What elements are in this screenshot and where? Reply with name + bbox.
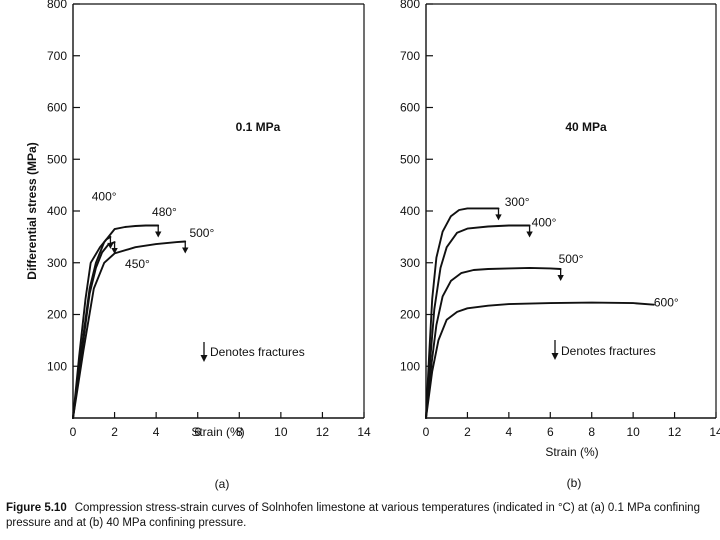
panel-b-curve-label-1: 400° — [532, 216, 557, 230]
panel-a-ytick-label: 300 — [47, 256, 67, 270]
figure-caption: Figure 5.10 Compression stress-strain cur… — [6, 501, 718, 531]
panel-a-ytick-label: 400 — [47, 204, 67, 218]
panel-a-xtick-label: 2 — [111, 425, 118, 439]
panel-b-xtick-label: 4 — [506, 425, 513, 439]
panel-b: 100 200 300 400 500 600 700 800 0 2 4 6 8 10 12 14 300°… — [400, 0, 720, 490]
panel-a-title: 0.1 MPa — [236, 120, 281, 134]
panel-a-fracture-arrow-head-3 — [182, 247, 189, 254]
panel-a-curve-3 — [72, 240, 187, 419]
panel-a-curves — [72, 224, 189, 419]
panel-a-curve-label-0: 400° — [92, 190, 117, 204]
panel-a-xtick-label: 4 — [153, 425, 160, 439]
panel-a-curve-label-3: 450° — [125, 257, 150, 271]
panel-a-fracture-arrow-head-2 — [111, 248, 118, 255]
fracture-arrow-head-icon — [200, 355, 208, 362]
panel-b-xtick-label: 14 — [709, 425, 720, 439]
panel-b-title: 40 MPa — [565, 120, 607, 134]
panel-b-xtick-label: 10 — [626, 425, 640, 439]
fracture-arrow-head-icon — [551, 353, 559, 360]
panel-b-curve-1 — [425, 224, 531, 419]
panel-b-ytick-label: 500 — [400, 152, 420, 166]
panel-a-ytick-label: 700 — [47, 49, 67, 63]
panel-b-xtick-label: 8 — [588, 425, 595, 439]
panel-b-curve-label-3: 600° — [654, 296, 679, 310]
panel-a-xtick-label: 0 — [70, 425, 77, 439]
panel-a-ticks: 100 200 300 400 500 600 700 800 0 2 4 6 8 10 12 14 — [47, 0, 371, 439]
panel-b-xtick-label: 0 — [423, 425, 430, 439]
panel-a-curve-labels: 400° 480° 500° 450° — [92, 190, 215, 271]
panel-b-curves — [425, 207, 655, 419]
figure-caption-label: Figure 5.10 — [6, 502, 67, 514]
panel-b-xlabel: Strain (%) — [545, 445, 598, 459]
panel-b-fracture-legend-text: Denotes fractures — [561, 344, 656, 358]
panel-a-xlabel: Strain (%) — [191, 425, 244, 439]
panel-a-curve-2 — [72, 241, 116, 419]
panel-b-ytick-label: 700 — [400, 49, 420, 63]
panel-b-curve-0 — [425, 207, 500, 419]
panel-a-xtick-label: 6 — [194, 425, 201, 439]
panel-a-xtick-label: 12 — [316, 425, 330, 439]
panel-a-xtick-label: 14 — [357, 425, 371, 439]
panel-b-fracture-arrow-head-1 — [526, 231, 533, 238]
panel-a-panel-label: (a) — [215, 477, 230, 491]
panel-b-ytick-label: 800 — [400, 0, 420, 11]
panel-b-curve-label-2: 500° — [559, 252, 584, 266]
panel-b-ytick-label: 400 — [400, 204, 420, 218]
panel-a-ytick-label: 500 — [47, 152, 67, 166]
panel-a-ytick-label: 200 — [47, 308, 67, 322]
panel-a-fracture-legend-text: Denotes fractures — [210, 345, 305, 359]
panel-b-fracture-arrow-head-2 — [557, 274, 564, 281]
panel-a-curve-label-2: 500° — [189, 226, 214, 240]
panel-a-ylabel: Differential stress (MPa) — [25, 142, 39, 279]
panel-a-fracture-arrow-head-1 — [155, 231, 162, 238]
panel-b-fracture-arrow-head-0 — [495, 214, 502, 221]
panel-b-xtick-label: 12 — [668, 425, 682, 439]
figure-caption-text: Compression stress-strain curves of Soln… — [6, 502, 700, 529]
panel-b-ticks: 100 200 300 400 500 600 700 800 0 2 4 6 8 10 12 14 — [400, 0, 720, 439]
panel-b-curve-label-0: 300° — [505, 195, 530, 209]
panel-b-curve-3 — [425, 301, 655, 419]
panel-a-fracture-legend: Denotes fractures — [200, 342, 305, 362]
panel-b-panel-label: (b) — [567, 476, 582, 490]
panel-b-xtick-label: 2 — [464, 425, 471, 439]
panel-a-xtick-label: 8 — [236, 425, 243, 439]
panel-a-xtick-label: 10 — [274, 425, 288, 439]
panel-a-curve-0 — [72, 235, 112, 419]
panel-b-fracture-legend: Denotes fractures — [551, 340, 656, 360]
panel-a-curve-label-1: 480° — [152, 205, 177, 219]
panel-a-ytick-label: 100 — [47, 359, 67, 373]
panel-b-curve-labels: 300°400° 500° 600° — [505, 195, 679, 310]
panel-b-ytick-label: 600 — [400, 101, 420, 115]
panel-b-ytick-label: 300 — [400, 256, 420, 270]
panel-b-curve-2 — [425, 266, 562, 419]
panel-b-ytick-label: 200 — [400, 308, 420, 322]
panel-a: 100 200 300 400 500 600 700 800 0 2 4 6 8 10 12 14 400°… — [25, 0, 371, 491]
panel-a-ytick-label: 800 — [47, 0, 67, 11]
panel-a-ytick-label: 600 — [47, 101, 67, 115]
panel-b-xtick-label: 6 — [547, 425, 554, 439]
panel-b-ytick-label: 100 — [400, 359, 420, 373]
